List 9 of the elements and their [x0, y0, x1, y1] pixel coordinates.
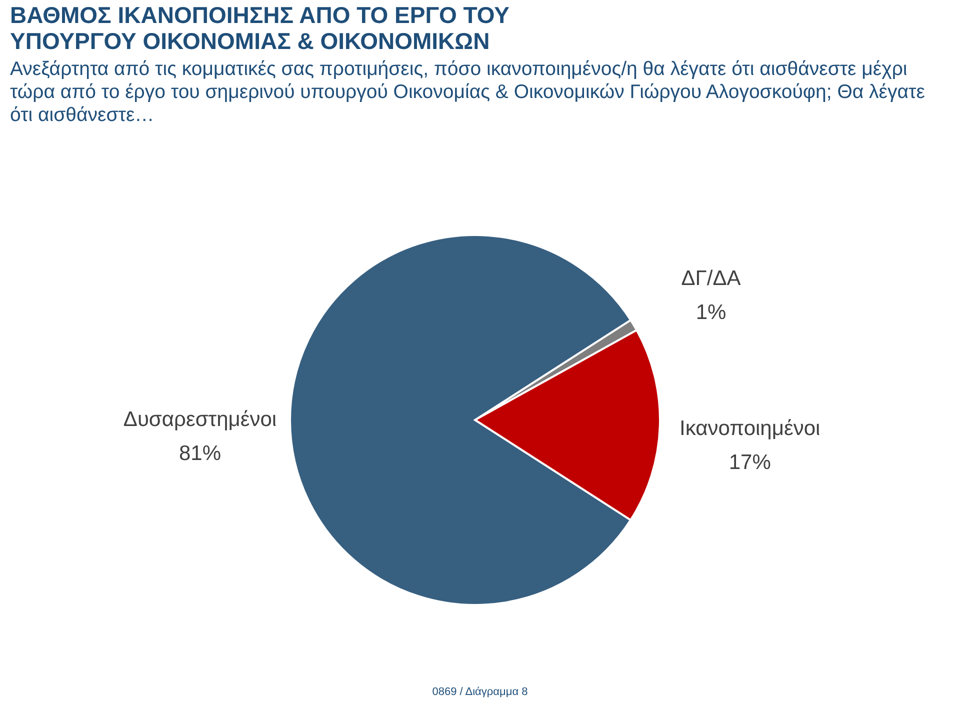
slice-label: Δυσαρεστημένοι	[123, 408, 277, 431]
text: 0869 / Διάγραμμα 8	[431, 686, 529, 698]
data-label: 81%	[178, 442, 222, 465]
slice-label: ΔΓ/ΔΑ	[681, 266, 741, 290]
chart-subtitle: Ανεξάρτητα από τις κομματικές σας προτιμήσεις, πόσο ικανοποιημένος/η θα λέγατε ότι αισθάνεστε μέχρι τώρα από το έργο του σημερινού υπουργού Οικονομίας & Οικονομικών Γιώργου Αλογοσκούφη; Θα λέγατε ότι αισθάνεστε…	[10, 58, 926, 127]
data-label: 1%	[696, 300, 726, 324]
chart-title: ΒΑΘΜΟΣ ΙΚΑΝΟΠΟΙΗΣΗΣ ΑΠΟ ΤΟ ΕΡΓΟ ΤΟΥ ΥΠΟΥΡΓΟΥ ΟΙΚΟΝΟΜΙΑΣ & ΟΙΚΟΝΟΜΙΚΩΝ	[10, 2, 511, 54]
data-label: 17%	[728, 450, 771, 474]
slice-label: Ικανοποιημένοι	[680, 416, 820, 440]
